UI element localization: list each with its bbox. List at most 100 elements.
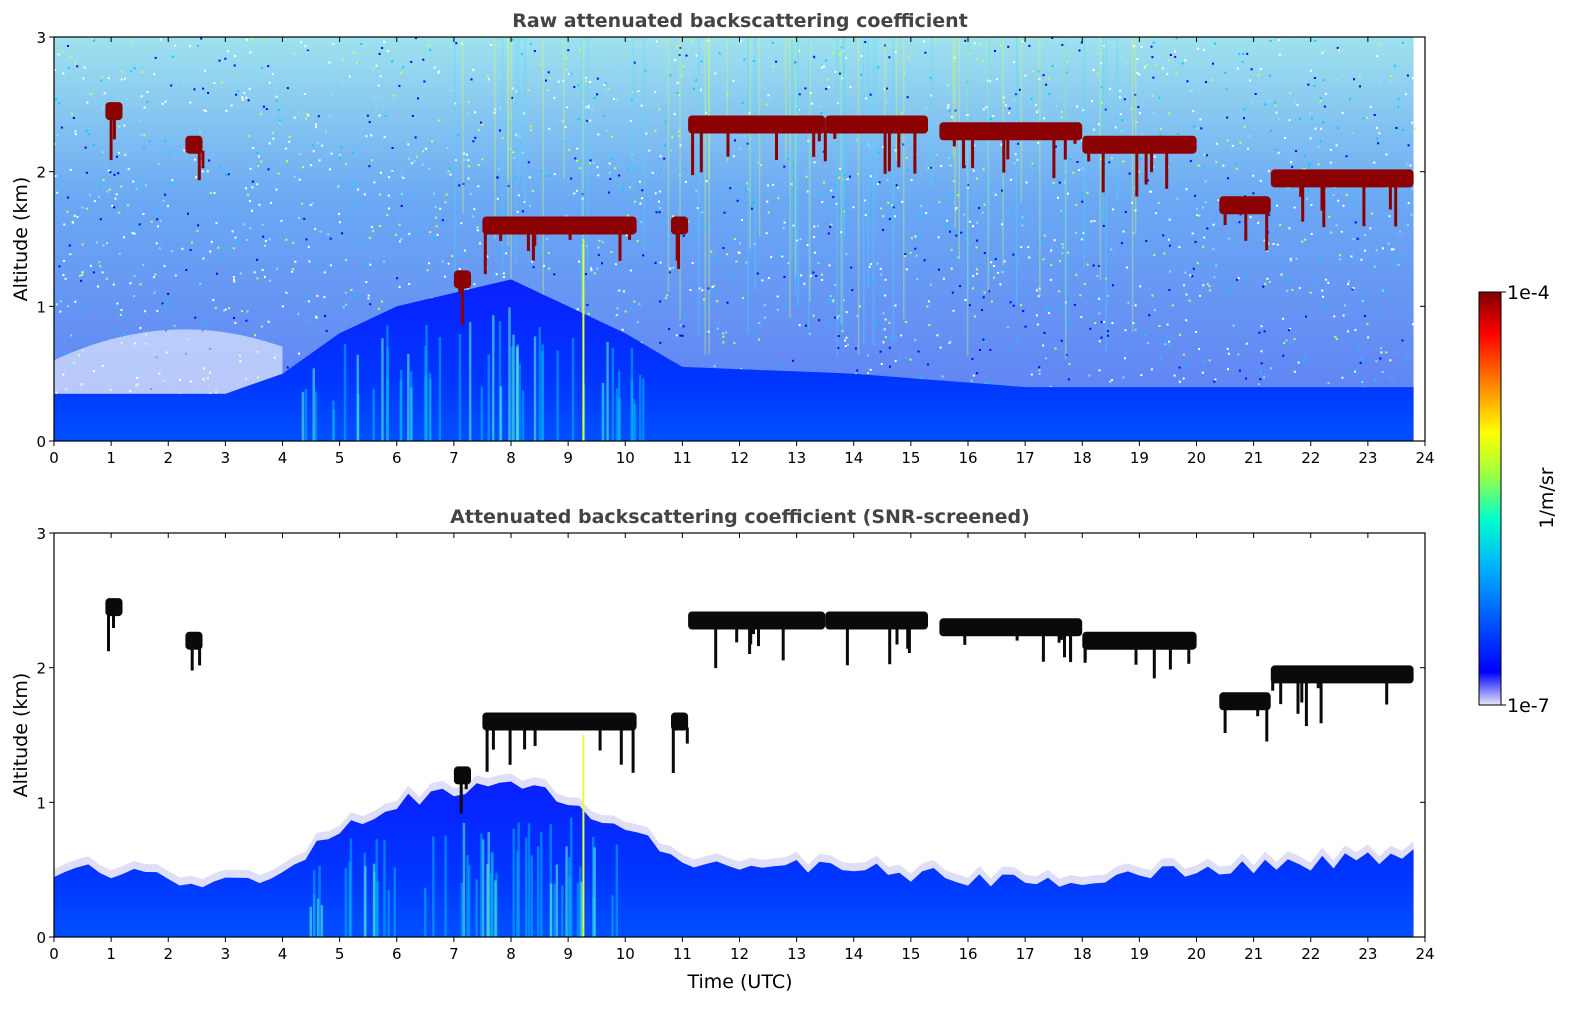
noise-pixel xyxy=(168,183,171,186)
noise-pixel xyxy=(460,42,463,45)
noise-pixel xyxy=(849,86,852,89)
aerosol-plume xyxy=(494,880,497,937)
noise-pixel xyxy=(1217,199,1220,202)
noise-pixel xyxy=(89,194,92,197)
noise-pixel xyxy=(284,147,287,150)
noise-pixel xyxy=(976,58,979,61)
noise-pixel xyxy=(411,114,414,117)
virga-streak xyxy=(1150,150,1154,173)
noise-pixel xyxy=(835,202,838,205)
noise-pixel xyxy=(1409,164,1412,167)
noise-pixel xyxy=(275,188,278,191)
virga-streak xyxy=(458,285,462,293)
noise-pixel xyxy=(1175,72,1178,75)
noise-pixel xyxy=(1151,94,1154,97)
noise-pixel xyxy=(576,308,579,311)
noise-pixel xyxy=(424,179,427,182)
noise-pixel xyxy=(76,215,79,218)
noise-pixel xyxy=(337,186,339,189)
signal-streak xyxy=(708,37,710,355)
noise-pixel xyxy=(371,159,374,162)
noise-pixel xyxy=(1042,95,1045,98)
noise-pixel xyxy=(256,258,259,261)
virga-streak xyxy=(1052,137,1056,179)
noise-pixel xyxy=(268,238,271,241)
noise-pixel xyxy=(610,251,613,254)
x-tick-label: 24 xyxy=(1415,945,1434,963)
noise-pixel xyxy=(917,216,920,219)
noise-pixel xyxy=(1081,167,1084,170)
noise-pixel xyxy=(85,207,88,210)
noise-pixel xyxy=(637,90,640,93)
noise-pixel xyxy=(739,242,741,245)
virga-streak xyxy=(460,285,464,325)
noise-pixel xyxy=(658,108,661,111)
noise-pixel xyxy=(668,328,671,331)
noise-pixel xyxy=(102,244,105,247)
noise-pixel xyxy=(425,147,427,150)
noise-pixel xyxy=(726,94,729,97)
noise-pixel xyxy=(209,250,212,253)
noise-pixel xyxy=(278,119,281,122)
noise-pixel xyxy=(985,106,988,109)
noise-pixel xyxy=(845,311,848,314)
noise-pixel xyxy=(1081,234,1084,237)
noise-pixel xyxy=(74,130,77,133)
aerosol-plume xyxy=(480,386,484,441)
noise-pixel xyxy=(975,372,978,375)
noise-pixel xyxy=(564,126,567,128)
noise-pixel xyxy=(678,130,681,133)
noise-pixel xyxy=(864,214,867,216)
noise-pixel xyxy=(63,260,65,262)
noise-pixel xyxy=(129,70,132,73)
noise-pixel xyxy=(1189,274,1192,277)
noise-pixel xyxy=(816,224,819,227)
noise-pixel xyxy=(844,56,847,59)
noise-pixel xyxy=(129,282,132,285)
noise-pixel xyxy=(153,291,156,294)
noise-pixel xyxy=(576,159,579,162)
noise-pixel xyxy=(915,254,918,257)
noise-pixel xyxy=(1155,209,1158,212)
noise-pixel xyxy=(422,67,425,69)
noise-pixel xyxy=(1050,264,1053,267)
cloud-layer xyxy=(671,712,689,731)
noise-pixel xyxy=(1184,271,1187,274)
virga-streak xyxy=(907,626,911,653)
noise-pixel xyxy=(909,358,912,361)
y-tick-label: 3 xyxy=(36,29,46,47)
noise-pixel xyxy=(238,240,241,242)
noise-pixel xyxy=(1143,66,1146,69)
noise-pixel xyxy=(174,274,177,277)
noise-pixel xyxy=(288,140,291,143)
noise-pixel xyxy=(972,374,975,377)
noise-pixel xyxy=(1290,260,1293,262)
noise-pixel xyxy=(1365,116,1368,119)
noise-pixel xyxy=(501,206,504,209)
noise-pixel xyxy=(511,96,513,99)
noise-pixel xyxy=(1226,347,1229,350)
noise-pixel xyxy=(957,194,960,197)
noise-pixel xyxy=(323,271,326,274)
aerosol-plume xyxy=(492,315,495,441)
noise-pixel xyxy=(1249,79,1252,82)
noise-pixel xyxy=(799,238,802,241)
noise-pixel xyxy=(1060,209,1063,212)
noise-pixel xyxy=(275,99,278,102)
noise-pixel xyxy=(164,100,167,103)
noise-pixel xyxy=(950,248,953,251)
aerosol-plume xyxy=(518,363,521,441)
noise-pixel xyxy=(1163,252,1166,255)
noise-pixel xyxy=(1291,289,1294,291)
noise-pixel xyxy=(158,247,161,250)
noise-pixel xyxy=(596,93,599,96)
noise-pixel xyxy=(312,150,315,153)
aerosol-plume xyxy=(318,865,321,937)
noise-pixel xyxy=(268,142,271,145)
noise-pixel xyxy=(1101,101,1103,104)
noise-pixel xyxy=(981,309,983,312)
noise-pixel xyxy=(605,129,608,132)
aerosol-plume xyxy=(540,832,543,937)
noise-pixel xyxy=(308,260,311,263)
noise-pixel xyxy=(1411,188,1414,191)
